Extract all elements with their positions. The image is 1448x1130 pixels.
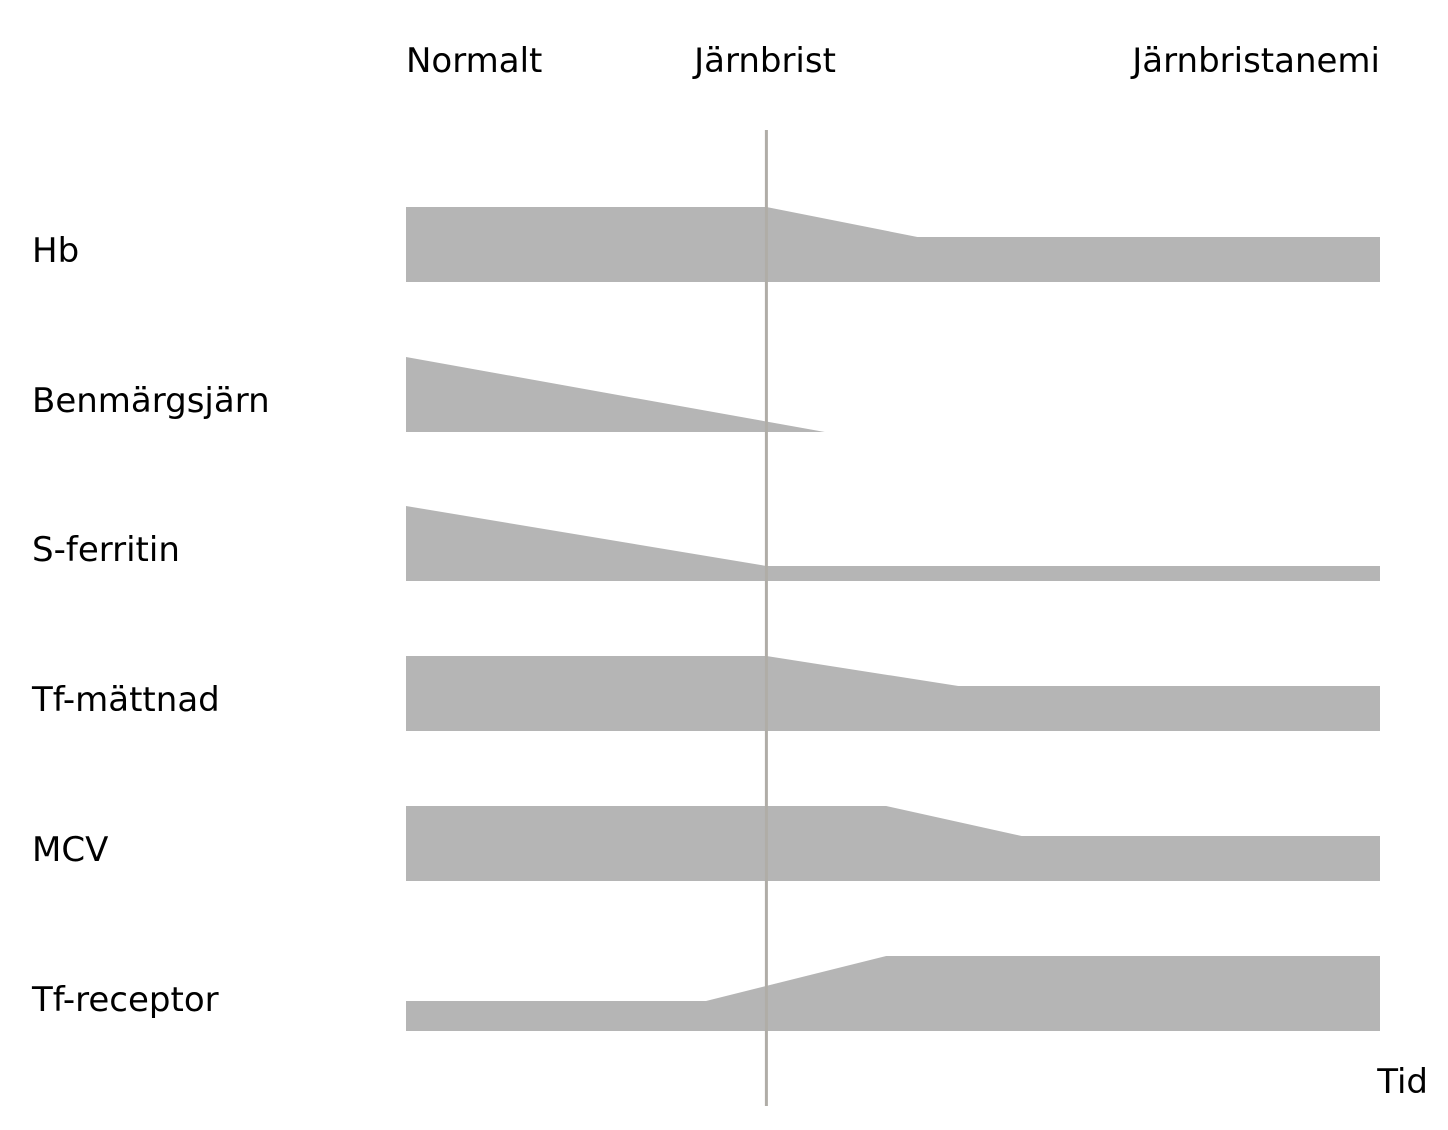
row-benmargsjarn: Benmärgsjärn	[32, 357, 825, 432]
phase-label-normalt: Normalt	[406, 41, 542, 81]
band-benmargsjarn	[406, 357, 825, 432]
phase-label-jarnbristanemi: Järnbristanemi	[1130, 41, 1380, 81]
phase-label-jarnbrist: Järnbrist	[692, 41, 836, 81]
band-tf-receptor	[406, 956, 1380, 1031]
row-label-benmargsjarn: Benmärgsjärn	[32, 381, 270, 421]
row-tf-receptor: Tf-receptor	[31, 956, 1380, 1031]
band-s-ferritin	[406, 506, 1380, 581]
row-hb: Hb	[32, 207, 1380, 282]
row-mcv: MCV	[32, 806, 1380, 881]
row-s-ferritin: S-ferritin	[32, 506, 1380, 581]
time-axis-label: Tid	[1376, 1062, 1428, 1102]
row-label-hb: Hb	[32, 231, 79, 271]
phase-headers: Normalt Järnbrist Järnbristanemi	[406, 41, 1380, 81]
row-tf-mattnad: Tf-mättnad	[31, 656, 1380, 731]
rows: Hb Benmärgsjärn S-ferritin Tf-mättnad MC…	[31, 207, 1380, 1031]
row-label-tf-mattnad: Tf-mättnad	[31, 680, 220, 720]
row-label-s-ferritin: S-ferritin	[32, 530, 180, 570]
row-label-tf-receptor: Tf-receptor	[31, 980, 219, 1020]
band-tf-mattnad	[406, 656, 1380, 731]
row-label-mcv: MCV	[32, 830, 108, 870]
band-hb	[406, 207, 1380, 282]
band-mcv	[406, 806, 1380, 881]
